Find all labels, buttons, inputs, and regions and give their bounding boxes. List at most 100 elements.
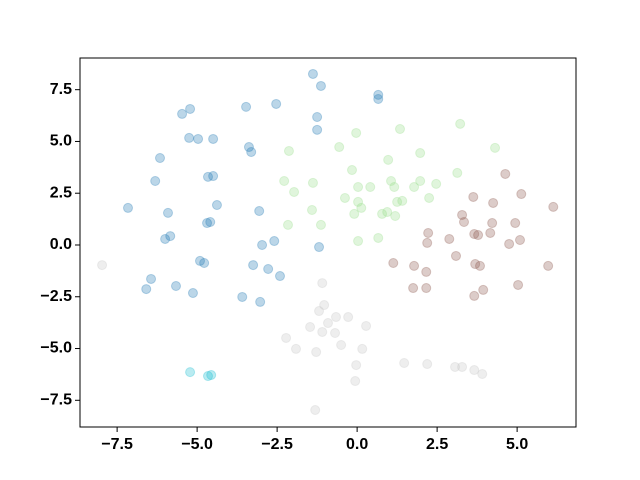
point bbox=[395, 124, 405, 135]
point bbox=[317, 278, 328, 289]
point bbox=[275, 271, 285, 282]
point bbox=[513, 279, 524, 290]
x-tick-label: 2.5 bbox=[426, 436, 448, 453]
point bbox=[319, 300, 330, 311]
point bbox=[146, 273, 157, 284]
point bbox=[459, 217, 469, 227]
point bbox=[315, 80, 326, 91]
point bbox=[211, 200, 222, 211]
point bbox=[451, 250, 461, 261]
point bbox=[237, 291, 248, 302]
x-tick-label: −7.5 bbox=[101, 436, 133, 453]
point bbox=[357, 343, 368, 354]
point bbox=[373, 89, 384, 100]
point bbox=[351, 127, 362, 138]
point bbox=[307, 204, 317, 215]
point bbox=[457, 361, 468, 372]
point bbox=[457, 209, 468, 220]
point bbox=[281, 332, 292, 343]
point bbox=[334, 142, 345, 153]
x-tick-label: 0.0 bbox=[346, 436, 368, 453]
point bbox=[382, 207, 393, 218]
x-tick-label: −2.5 bbox=[261, 436, 293, 453]
point bbox=[323, 318, 333, 329]
point bbox=[305, 321, 316, 332]
point bbox=[279, 176, 290, 186]
point bbox=[473, 230, 484, 241]
y-tick-label: 7.5 bbox=[50, 81, 72, 98]
point bbox=[399, 358, 410, 369]
point bbox=[488, 197, 499, 208]
point bbox=[241, 101, 252, 112]
y-tick-label: 0.0 bbox=[50, 236, 72, 253]
point bbox=[271, 98, 282, 109]
point bbox=[310, 405, 321, 416]
point bbox=[336, 340, 347, 350]
point bbox=[123, 202, 133, 213]
point bbox=[350, 376, 361, 387]
point bbox=[422, 237, 433, 248]
point bbox=[548, 201, 559, 212]
point bbox=[485, 227, 496, 238]
point bbox=[373, 232, 384, 243]
point bbox=[312, 112, 323, 123]
point bbox=[347, 165, 357, 176]
point bbox=[195, 255, 205, 266]
point bbox=[475, 260, 485, 271]
point bbox=[415, 148, 426, 159]
point bbox=[478, 284, 489, 295]
x-tick-label: −5.0 bbox=[181, 436, 213, 453]
point bbox=[312, 124, 323, 135]
point bbox=[361, 320, 372, 331]
point bbox=[193, 133, 204, 144]
point bbox=[421, 283, 432, 294]
point bbox=[208, 171, 219, 182]
point bbox=[246, 147, 257, 158]
point bbox=[388, 258, 399, 268]
point bbox=[315, 219, 326, 230]
point bbox=[203, 171, 213, 182]
point bbox=[184, 132, 195, 143]
point bbox=[331, 312, 341, 323]
point bbox=[291, 343, 301, 354]
point bbox=[283, 219, 293, 230]
point bbox=[185, 103, 196, 114]
y-tick-label: −2.5 bbox=[40, 288, 72, 305]
point bbox=[373, 94, 384, 104]
point bbox=[450, 361, 461, 372]
point bbox=[397, 195, 408, 206]
point bbox=[409, 260, 420, 271]
point bbox=[455, 118, 466, 129]
point bbox=[257, 239, 268, 250]
point bbox=[141, 284, 152, 295]
point bbox=[163, 207, 173, 218]
point bbox=[330, 327, 341, 338]
point bbox=[543, 260, 554, 271]
point bbox=[515, 235, 525, 246]
point bbox=[353, 236, 364, 247]
point bbox=[409, 182, 420, 193]
point bbox=[408, 283, 419, 294]
point bbox=[444, 233, 455, 244]
point bbox=[422, 359, 433, 370]
point bbox=[377, 208, 388, 219]
point bbox=[199, 258, 210, 268]
point bbox=[208, 133, 219, 144]
point bbox=[424, 192, 435, 203]
point bbox=[254, 206, 265, 217]
point bbox=[353, 182, 364, 193]
point bbox=[452, 167, 463, 178]
point bbox=[248, 260, 259, 271]
y-tick-label: −7.5 bbox=[40, 392, 72, 409]
point bbox=[353, 196, 364, 207]
point bbox=[470, 259, 481, 270]
point bbox=[516, 189, 527, 200]
point bbox=[314, 242, 325, 253]
y-tick-label: −5.0 bbox=[40, 340, 72, 357]
point bbox=[383, 154, 394, 165]
point bbox=[469, 290, 480, 301]
point bbox=[202, 218, 213, 229]
point bbox=[500, 168, 511, 179]
